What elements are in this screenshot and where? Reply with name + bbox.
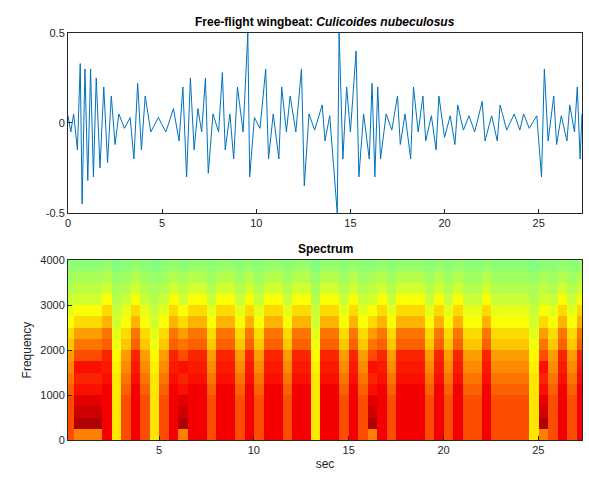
- svg-text:0: 0: [65, 217, 71, 229]
- svg-text:20: 20: [438, 217, 450, 229]
- svg-text:1000: 1000: [40, 389, 64, 401]
- svg-text:Spectrum: Spectrum: [298, 242, 353, 256]
- svg-text:4000: 4000: [40, 254, 64, 266]
- svg-text:15: 15: [343, 444, 355, 456]
- svg-text:10: 10: [250, 217, 262, 229]
- svg-text:15: 15: [344, 217, 356, 229]
- svg-text:5: 5: [156, 444, 162, 456]
- svg-text:0: 0: [59, 117, 65, 129]
- svg-text:2000: 2000: [40, 344, 64, 356]
- svg-text:Frequency: Frequency: [20, 322, 34, 379]
- svg-text:20: 20: [437, 444, 449, 456]
- svg-text:sec: sec: [316, 457, 335, 471]
- svg-text:25: 25: [533, 217, 545, 229]
- svg-text:Free-flight wingbeat: Culicoid: Free-flight wingbeat: Culicoides nubecul…: [195, 15, 455, 29]
- svg-text:0.5: 0.5: [50, 27, 65, 39]
- svg-text:3000: 3000: [40, 299, 64, 311]
- svg-text:-0.5: -0.5: [46, 207, 65, 219]
- svg-text:5: 5: [159, 217, 165, 229]
- svg-text:10: 10: [248, 444, 260, 456]
- svg-text:0: 0: [59, 434, 65, 446]
- svg-text:25: 25: [532, 444, 544, 456]
